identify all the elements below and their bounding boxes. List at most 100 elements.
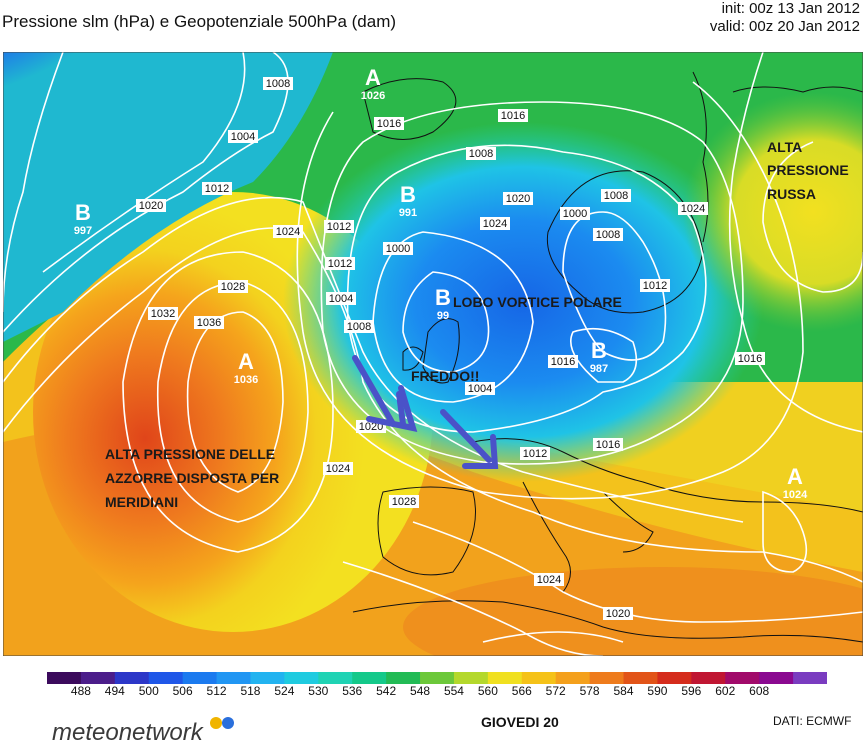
arrow-head-2 <box>462 434 499 469</box>
colorbar-swatch <box>453 672 489 684</box>
isobar-label: 1036 <box>197 317 221 329</box>
colorbar-label: 572 <box>545 684 566 698</box>
isobar-label-bg <box>323 462 353 475</box>
colorbar-label: 608 <box>749 684 770 698</box>
isobar-label: 1016 <box>377 118 401 130</box>
isobar-label: 1004 <box>468 383 492 395</box>
isobar-label: 1008 <box>596 229 620 241</box>
colorbar-swatch <box>148 672 184 684</box>
isobar-label-bg <box>735 352 765 365</box>
run-info: init: 00z 13 Jan 2012 valid: 00z 20 Jan … <box>710 0 860 36</box>
isobar-label: 1016 <box>596 439 620 451</box>
high-pressure-letter: A <box>787 464 803 489</box>
pressure-center-value: 997 <box>74 225 92 237</box>
isobar-label: 1000 <box>563 208 587 220</box>
isobar-label-bg <box>593 438 623 451</box>
pressure-center-value: 99 <box>437 310 449 322</box>
azores-high-line2: AZZORRE DISPOSTA PER <box>105 470 279 486</box>
isobar-label: 1012 <box>523 448 547 460</box>
pressure-center-value: 987 <box>590 363 608 375</box>
isobar-label-bg <box>601 189 631 202</box>
isobar-label-bg <box>498 109 528 122</box>
nw-cold-field <box>3 52 373 282</box>
colorbar-label: 590 <box>647 684 668 698</box>
isobar-labels: 1008 1004 1016 1012 1020 1024 1028 1032 1036 1012… <box>136 77 765 620</box>
isobar-label: 1024 <box>276 226 300 238</box>
isobar-label: 1024 <box>326 463 350 475</box>
isobar-label: 1000 <box>386 243 410 255</box>
colorbar-swatch <box>555 672 591 684</box>
colorbar-swatch <box>759 672 794 684</box>
valid-time: valid: 00z 20 Jan 2012 <box>709 18 860 35</box>
isobar-label: 1020 <box>139 200 163 212</box>
isobar-label: 1016 <box>551 356 575 368</box>
isobar-label-bg <box>593 228 623 241</box>
cold-label: FREDDO!! <box>411 368 479 384</box>
isobar-label: 1032 <box>151 308 175 320</box>
logo-dot-blue <box>222 717 234 729</box>
isobar-label-bg <box>603 607 633 620</box>
colorbar-swatch <box>589 672 625 684</box>
africa-warm-field <box>403 567 863 656</box>
cold-air-arrows <box>352 355 499 469</box>
weather-map: 1008 1004 1016 1012 1020 1024 1028 1032 1036 1012… <box>3 52 863 656</box>
colorbar-labels: 488 494 500 506 512 518 524 530 536 542 548 554 560 5… <box>47 684 827 702</box>
isobar-label: 1012 <box>643 280 667 292</box>
isobar-label-bg <box>466 147 496 160</box>
isobar-label-bg <box>678 202 708 215</box>
colorbar-label: 584 <box>613 684 634 698</box>
colorbar-label: 602 <box>715 684 736 698</box>
azores-high-line3: MERIDIANI <box>105 494 178 510</box>
init-time: init: 00z 13 Jan 2012 <box>721 0 860 17</box>
isobar-label-bg <box>228 130 258 143</box>
colorbar-label: 554 <box>443 684 464 698</box>
pressure-center-value: 1026 <box>361 90 385 102</box>
colorbar-swatch <box>623 672 658 684</box>
data-source: DATI: ECMWF <box>773 714 852 728</box>
isobar-label: 1016 <box>738 353 762 365</box>
isobar-label-bg <box>548 355 578 368</box>
russian-high-line1: ALTA <box>767 139 802 155</box>
isobar-label-bg <box>324 220 354 233</box>
isobar-label: 1008 <box>266 78 290 90</box>
colorbar-label: 548 <box>410 684 431 698</box>
pressure-center-value: 1036 <box>234 374 258 386</box>
colorbar-swatch <box>80 672 116 684</box>
colorbar-swatch <box>352 672 387 684</box>
map-title: Pressione slm (hPa) e Geopotenziale 500h… <box>2 12 397 31</box>
isobar-label: 1008 <box>469 148 493 160</box>
high-pressure-letter: A <box>365 65 381 90</box>
colorbar-swatch <box>521 672 557 684</box>
colorbar-swatch <box>182 672 218 684</box>
colorbar-label: 494 <box>104 684 125 698</box>
colorbar-label: 578 <box>579 684 600 698</box>
meteonetwork-logo: meteonetwork <box>52 717 234 747</box>
isobar-label: 1008 <box>604 190 628 202</box>
colorbar-swatch <box>47 672 82 684</box>
isobar-label-bg <box>520 447 550 460</box>
arrow-shaft-2 <box>440 409 492 463</box>
isobar-label: 1028 <box>221 281 245 293</box>
isobar-label: 1016 <box>501 110 525 122</box>
arrow-shaft-1 <box>352 355 396 427</box>
high-pressure-letter: A <box>238 349 254 374</box>
isobar-label: 1024 <box>537 574 561 586</box>
isobar-label: 1028 <box>392 496 416 508</box>
colorbar-swatch <box>114 672 150 684</box>
isobar-label-bg <box>374 117 404 130</box>
colorbar-label: 560 <box>477 684 498 698</box>
isobar-label-bg <box>465 382 495 395</box>
isobar-label: 1020 <box>606 608 630 620</box>
isobar-label-bg <box>194 316 224 329</box>
annotations: ALTA PRESSIONE RUSSA LOBO VORTICE POLARE… <box>105 139 849 510</box>
forecast-day: GIOVEDI 20 <box>481 714 559 730</box>
isobar-label-bg <box>534 573 564 586</box>
colorbar-label: 524 <box>274 684 295 698</box>
low-pressure-letter: B <box>591 338 607 363</box>
isobar-label-bg <box>263 77 293 90</box>
colorbar-label: 596 <box>681 684 702 698</box>
pressure-center-value: 1024 <box>783 489 808 501</box>
colorbar-label: 518 <box>240 684 261 698</box>
isobar-label: 1012 <box>328 258 352 270</box>
colorbar-swatch <box>318 672 353 684</box>
